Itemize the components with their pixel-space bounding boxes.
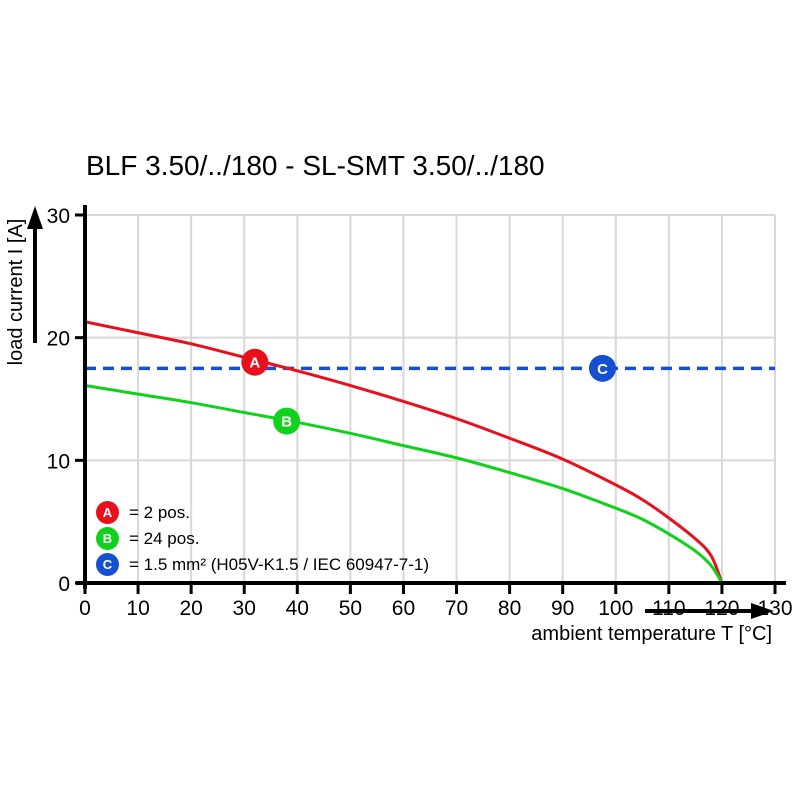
- x-tick-label: 90: [551, 597, 574, 620]
- legend-label-b: = 24 pos.: [129, 528, 200, 548]
- x-axis-arrow-icon: [645, 603, 774, 619]
- y-axis-label: load current I [A]: [5, 219, 27, 366]
- x-tick-label: 100: [598, 597, 633, 620]
- curve-marker-b: [273, 407, 301, 435]
- x-tick-label: 120: [704, 597, 739, 620]
- x-tick-label: 80: [498, 597, 521, 620]
- chart-title: BLF 3.50/../180 - SL-SMT 3.50/../180: [86, 150, 545, 181]
- y-tick-label: 30: [47, 205, 70, 228]
- x-tick-label: 10: [126, 597, 149, 620]
- series-curve-b: [84, 384, 724, 584]
- y-tick-label: 0: [58, 573, 70, 596]
- series-curve-a: [84, 320, 724, 584]
- curve-marker-letter-b: B: [281, 414, 292, 431]
- y-tick-label: 20: [47, 328, 70, 351]
- curve-marker-letter-a: A: [249, 355, 260, 372]
- x-axis-label: ambient temperature T [°C]: [531, 623, 772, 645]
- x-tick-label: 70: [445, 597, 468, 620]
- curve-marker-c: [589, 354, 616, 382]
- curve-marker-a: [241, 348, 269, 376]
- x-tick-label: 110: [652, 597, 685, 620]
- x-tick-label: 40: [286, 597, 309, 620]
- series-c-marker-icon: C: [96, 553, 119, 576]
- y-axis-arrow-icon: [27, 206, 43, 343]
- chart-plot-area: 0 10 20 30 40 50 60 70 80 90 100 110 120 1300102030AB…: [47, 205, 793, 620]
- x-tick-label: 60: [392, 597, 415, 620]
- curve-marker-letter-c: C: [597, 361, 608, 378]
- x-tick-label: 50: [339, 597, 362, 620]
- chart-legend: A = 2 pos. B = 24 pos. C = 1.5 mm² (H05V…: [96, 501, 429, 579]
- x-tick-label: 0: [79, 597, 91, 620]
- legend-label-c: = 1.5 mm² (H05V-K1.5 / IEC 60947-7-1): [129, 554, 429, 574]
- x-tick-label: 130: [757, 597, 792, 620]
- legend-item-b: B = 24 pos.: [96, 527, 429, 550]
- series-b-marker-icon: B: [96, 527, 119, 550]
- series-a-marker-icon: A: [96, 501, 119, 524]
- legend-label-a: = 2 pos.: [129, 502, 190, 522]
- x-tick-label: 30: [233, 597, 256, 620]
- legend-item-a: A = 2 pos.: [96, 501, 429, 524]
- x-tick-label: 20: [179, 597, 202, 620]
- legend-item-c: C = 1.5 mm² (H05V-K1.5 / IEC 60947-7-1): [96, 553, 429, 576]
- y-tick-label: 10: [47, 450, 70, 473]
